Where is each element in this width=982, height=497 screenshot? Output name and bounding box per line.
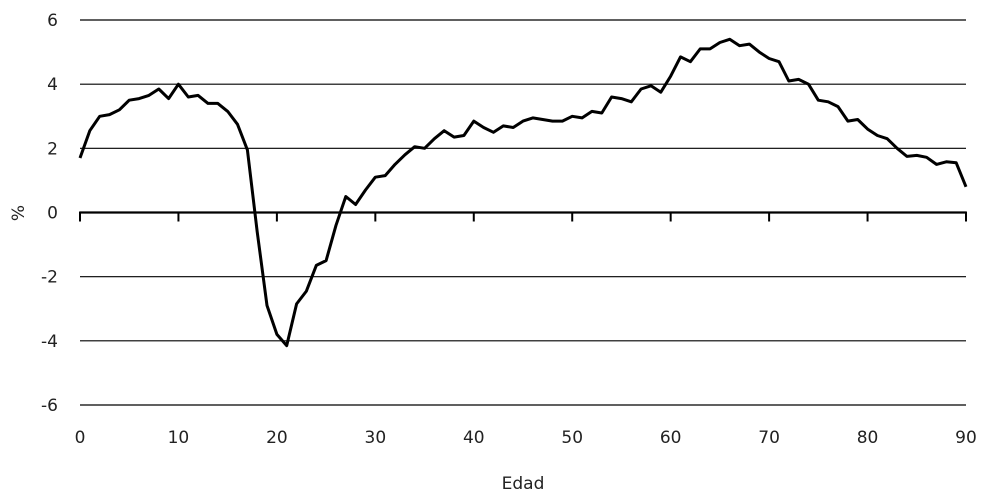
y-tick-label: 2 [47,139,58,159]
x-tick-label: 80 [857,428,879,448]
y-tick-label: 4 [47,75,58,95]
series-layer [78,37,968,348]
x-tick-label: 0 [75,428,86,448]
series-line [78,37,968,348]
x-tick-labels: 0 10 20 30 40 50 60 70 80 90 [75,428,977,448]
x-tick-label: 30 [365,428,387,448]
y-tick-label: -6 [41,396,58,416]
y-tick-label: 0 [47,204,58,224]
y-tick-label: -2 [41,268,58,288]
y-tick-label: -4 [41,332,58,352]
x-tick-label: 90 [955,428,977,448]
x-tick-label: 60 [660,428,682,448]
x-tick-label: 70 [758,428,780,448]
x-axis-ticks [79,211,967,222]
x-tick-label: 40 [463,428,485,448]
x-tick-label: 50 [561,428,583,448]
y-tick-label: 6 [47,11,58,31]
x-tick-label: 20 [266,428,288,448]
y-axis-title: % [9,205,29,221]
x-axis-title: Edad [502,474,545,494]
y-tick-labels: -6 -4 -2 0 2 4 6 [41,11,58,416]
x-tick-label: 10 [168,428,190,448]
gridlines [80,19,966,406]
